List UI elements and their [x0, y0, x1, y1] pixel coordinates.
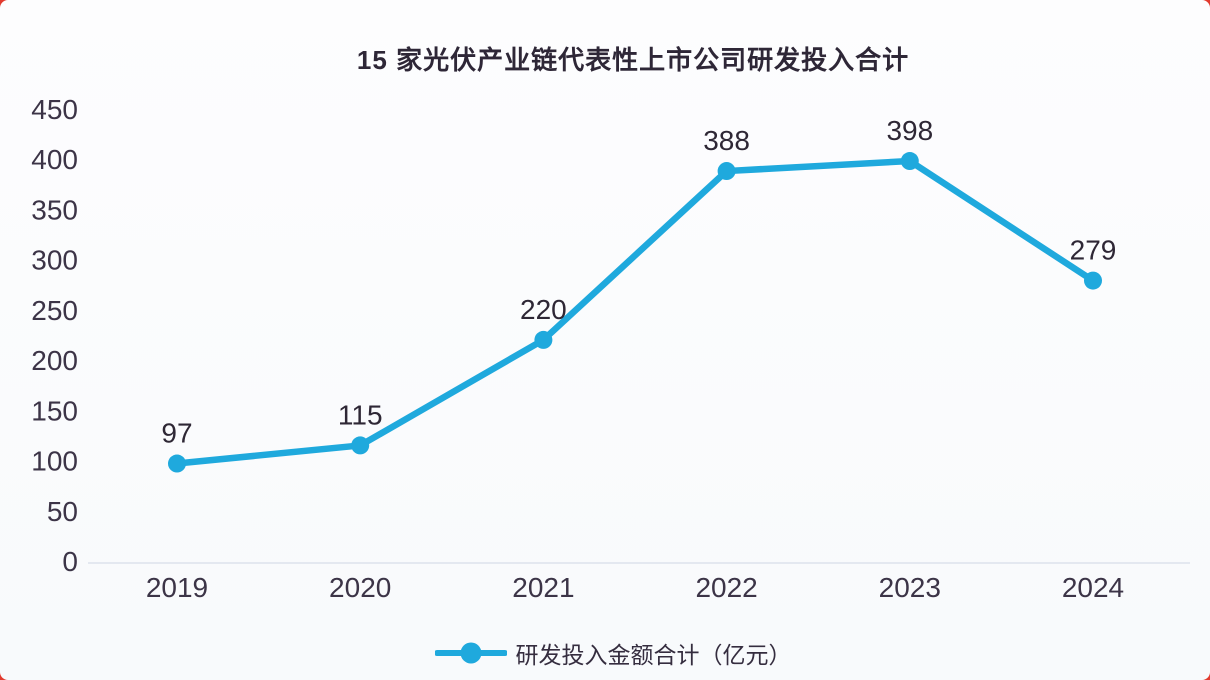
- legend-label: 研发投入金额合计（亿元）: [515, 642, 792, 668]
- data-point-label: 398: [886, 115, 933, 146]
- legend-line-marker-icon: [434, 642, 507, 664]
- y-axis-tick-label: 400: [31, 144, 78, 175]
- y-axis-tick-label: 100: [31, 446, 78, 477]
- data-point-marker: [351, 436, 370, 455]
- x-axis-tick-label: 2019: [146, 572, 208, 603]
- x-axis-tick-label: 2021: [512, 572, 574, 603]
- data-point-label: 220: [520, 294, 567, 325]
- y-axis-tick-label: 50: [47, 496, 78, 527]
- data-point-marker: [534, 330, 553, 349]
- y-axis-tick-label: 350: [31, 194, 78, 225]
- y-axis-tick-label: 150: [31, 395, 78, 426]
- y-axis-tick-label: 200: [31, 345, 78, 376]
- x-axis-tick-label: 2023: [879, 572, 941, 603]
- x-axis-tick-label: 2024: [1062, 572, 1124, 603]
- x-axis-tick-label: 2020: [329, 572, 391, 603]
- data-line: [173, 157, 1097, 467]
- y-axis-tick-label: 0: [62, 546, 78, 577]
- data-point-marker: [1084, 271, 1102, 290]
- data-point-marker: [717, 162, 736, 181]
- y-axis-tick-label: 250: [31, 295, 78, 326]
- y-axis-tick-label: 300: [31, 245, 78, 276]
- y-axis-tick-label: 450: [31, 94, 78, 125]
- data-point-label: 388: [703, 125, 750, 156]
- chart-legend: 研发投入金额合计（亿元）: [16, 636, 1210, 670]
- data-point-marker: [168, 454, 186, 473]
- data-point-marker: [900, 152, 919, 171]
- data-point-label: 279: [1070, 235, 1117, 266]
- x-axis-tick-label: 2022: [695, 572, 757, 603]
- data-point-label: 115: [338, 399, 383, 430]
- chart-title: 15 家光伏产业链代表性上市公司研发投入合计: [356, 45, 910, 75]
- legend-dot-icon: [460, 642, 481, 664]
- data-point-label: 97: [161, 418, 192, 449]
